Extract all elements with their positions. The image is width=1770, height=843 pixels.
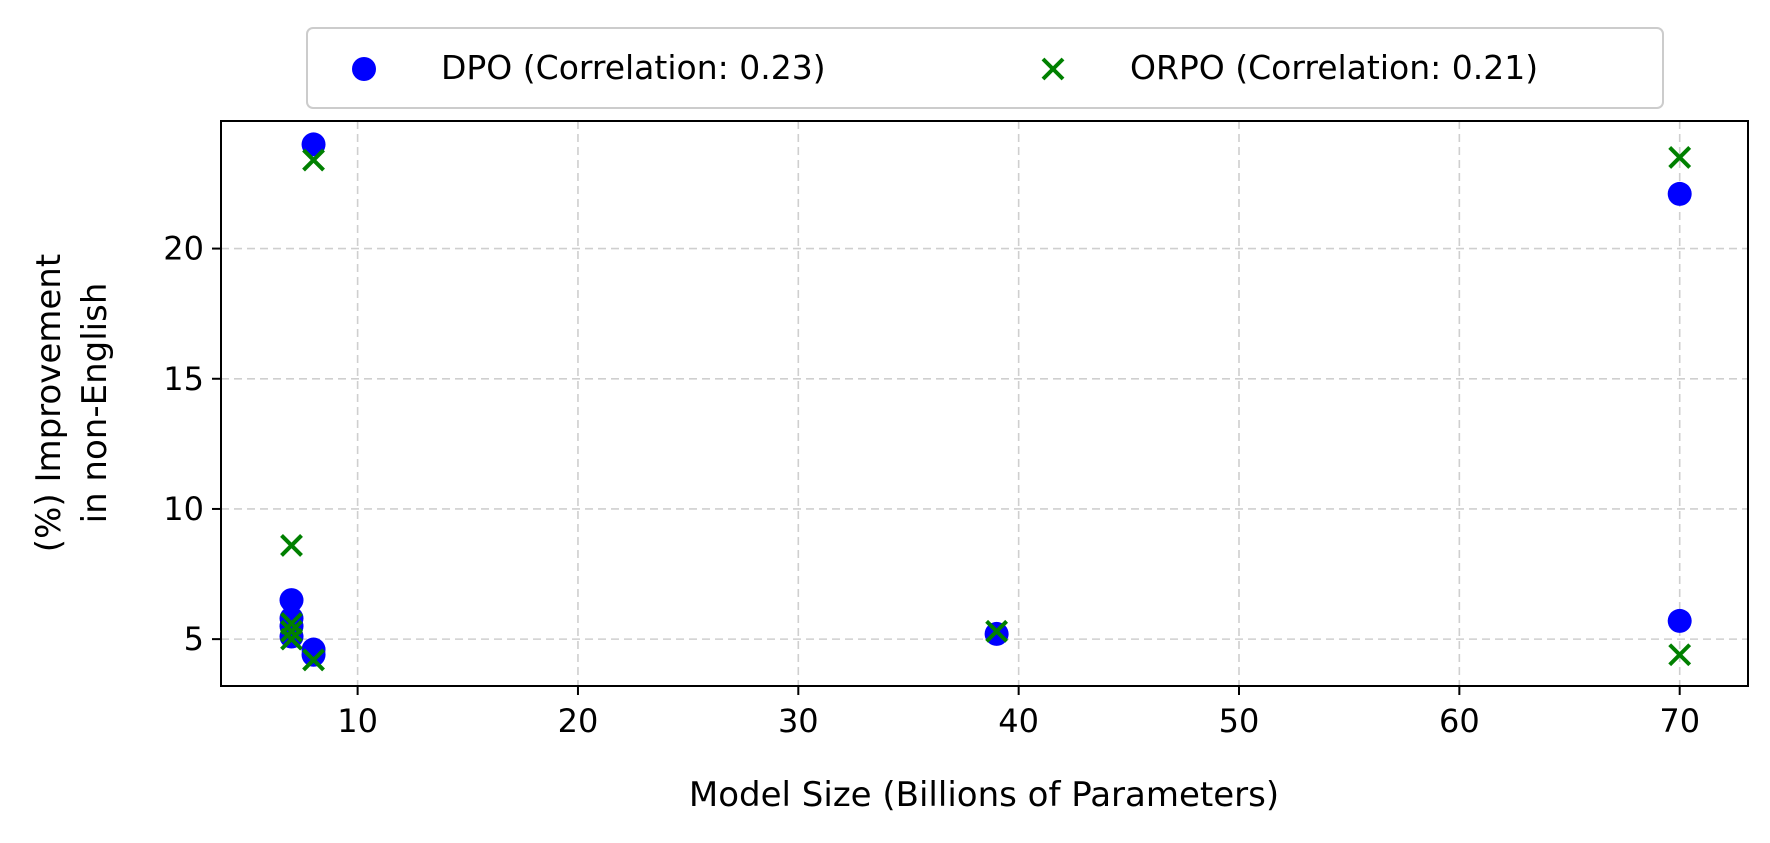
y-tick-label: 15 <box>163 360 204 398</box>
legend-orpo-marker <box>1041 57 1065 81</box>
x-tick-label: 20 <box>558 702 599 740</box>
x-axis-label: Model Size (Billions of Parameters) <box>689 775 1279 815</box>
y-axis-label-line-2: in non-English <box>75 283 115 524</box>
orpo-point <box>302 148 325 172</box>
grid-lines <box>221 121 1748 686</box>
orpo-point <box>1668 146 1692 169</box>
dpo-point <box>1667 181 1692 206</box>
legend: DPO (Correlation: 0.23) ORPO (Correlatio… <box>306 27 1664 109</box>
plot-frame <box>220 120 1749 687</box>
dpo-point <box>279 588 304 613</box>
x-tick-label: 10 <box>337 702 378 740</box>
y-tick-label: 20 <box>163 230 204 268</box>
orpo-point <box>280 533 303 557</box>
legend-box <box>306 27 1664 109</box>
dpo-point <box>1667 608 1692 633</box>
legend-orpo-label: ORPO (Correlation: 0.21) <box>1130 48 1538 87</box>
x-tick-label: 60 <box>1439 702 1480 740</box>
y-tick-label: 5 <box>184 620 204 658</box>
y-axis-label: (%) Improvement in non-English <box>29 254 115 552</box>
axis-ticks: 10 20 30 40 50 60 70 5 10 15 20 <box>163 230 1700 740</box>
orpo-point <box>1668 643 1692 667</box>
dpo-point <box>301 642 326 667</box>
orpo-point <box>302 648 325 672</box>
y-tick-label: 10 <box>163 490 204 528</box>
dpo-point <box>301 132 326 157</box>
orpo-point <box>985 619 1009 643</box>
x-tick-label: 30 <box>778 702 819 740</box>
x-tick-label: 40 <box>998 702 1039 740</box>
x-tick-label: 50 <box>1219 702 1260 740</box>
legend-dpo-label: DPO (Correlation: 0.23) <box>441 48 826 87</box>
data-points <box>279 132 1692 672</box>
x-tick-label: 70 <box>1659 702 1700 740</box>
legend-dpo-marker <box>352 57 376 81</box>
orpo-point <box>280 619 303 643</box>
orpo-point <box>280 627 303 651</box>
y-axis-label-line-1: (%) Improvement <box>29 254 69 552</box>
